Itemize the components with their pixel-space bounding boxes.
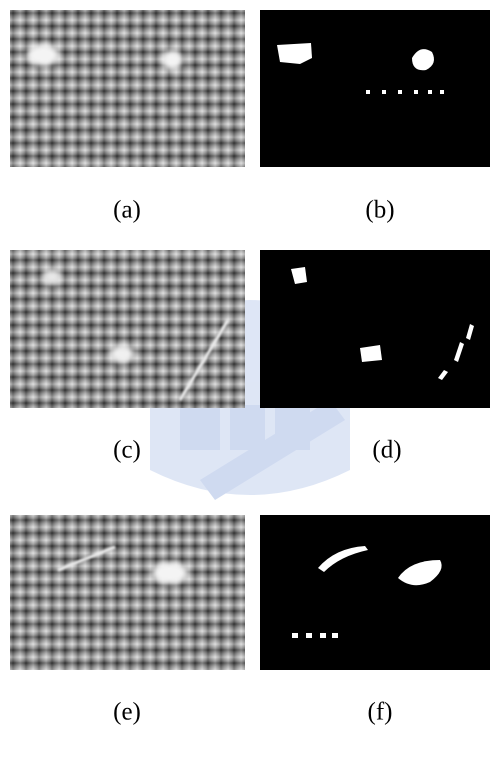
caption: (c) (113, 437, 141, 464)
caption: (f) (368, 699, 393, 726)
caption: (b) (365, 197, 394, 224)
page: (a) (b) (c) (d) (e) (f) (() => { const d… (0, 0, 490, 758)
figure: (a) (b) (c) (d) (e) (f) (0, 0, 490, 758)
image-c (10, 250, 245, 408)
caption: (e) (113, 699, 141, 726)
image-a (10, 10, 245, 167)
image-e (10, 515, 245, 670)
caption: (d) (372, 437, 401, 464)
image-d (260, 250, 490, 408)
image-f (260, 515, 490, 670)
image-b (260, 10, 490, 167)
caption: (a) (113, 197, 141, 224)
